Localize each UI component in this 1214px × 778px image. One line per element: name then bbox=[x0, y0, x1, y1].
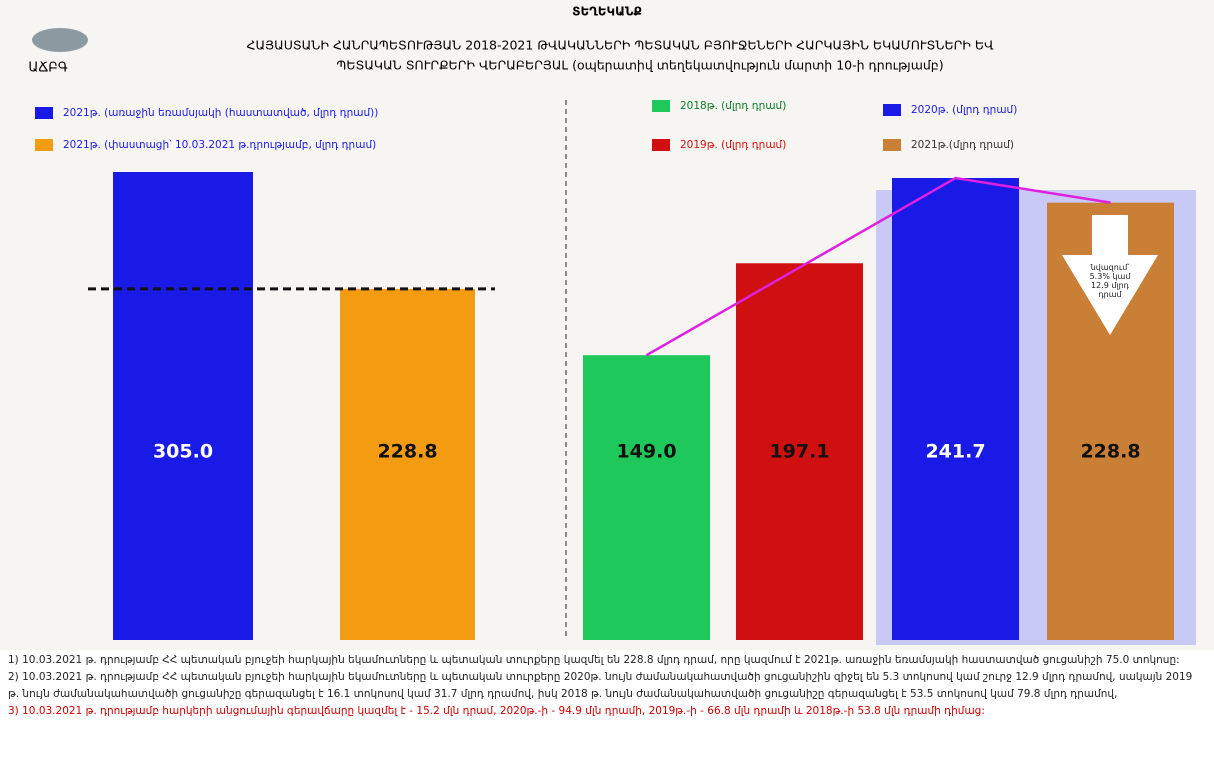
title: ՏԵՂԵԿԱՆՔ bbox=[572, 5, 642, 19]
legend-label: 2021թ. (առաջին եռամսյակի (հաստատված, մլր… bbox=[63, 107, 378, 119]
legend-swatch bbox=[883, 139, 901, 151]
logo-text: ԱՃԲԳ bbox=[28, 61, 67, 76]
bar bbox=[113, 172, 253, 640]
annotation-line: 5.3% կամ bbox=[1090, 272, 1132, 281]
bar bbox=[583, 355, 710, 640]
trend-line bbox=[645, 176, 1111, 357]
annotation: նվազում՝ 5.3% կամ 12.9 մլրդ դրամ bbox=[1090, 262, 1132, 299]
value-label: 305.0 bbox=[153, 441, 213, 463]
annotation-line: դրամ bbox=[1098, 290, 1122, 299]
value-label: 241.7 bbox=[925, 441, 985, 463]
legend-swatch bbox=[35, 139, 53, 151]
bar bbox=[892, 178, 1019, 640]
note: 3) 10.03.2021 թ. դրությամբ հարկերի անցու… bbox=[8, 705, 985, 717]
subtitle: ՊԵՏԱԿԱՆ ՏՈՒՐՔԵՐԻ ՎԵՐԱԲԵՐՅԱԼ (օպերատիվ տե… bbox=[336, 58, 943, 73]
value-label: 228.8 bbox=[1080, 441, 1140, 463]
note: 1) 10.03.2021 թ. դրությամբ ՀՀ պետական բյ… bbox=[8, 654, 1180, 666]
legend-swatch bbox=[652, 139, 670, 151]
bar bbox=[736, 263, 863, 640]
chart: ԱՃԲԳ ՏԵՂԵԿԱՆՔ ՀԱՅԱՍՏԱՆԻ ՀԱՆՐԱՊԵՏՈՒԹՅԱՆ 2… bbox=[0, 0, 1214, 650]
legend-swatch bbox=[652, 100, 670, 112]
legend-label: 2018թ. (մլրդ դրամ) bbox=[680, 100, 786, 112]
value-label: 197.1 bbox=[769, 441, 829, 463]
arrow bbox=[1062, 215, 1158, 335]
value-label: 228.8 bbox=[377, 441, 437, 463]
logo bbox=[32, 28, 88, 52]
legend-swatch bbox=[883, 104, 901, 116]
bar bbox=[340, 288, 475, 640]
subtitle: ՀԱՅԱՍՏԱՆԻ ՀԱՆՐԱՊԵՏՈՒԹՅԱՆ 2018-2021 ԹՎԱԿԱ… bbox=[247, 38, 995, 53]
legend-label: 2021թ. (փաստացի՝ 10.03.2021 թ.դրությամբ,… bbox=[63, 139, 376, 151]
value-label: 149.0 bbox=[616, 441, 676, 463]
annotation-line: 12.9 մլրդ bbox=[1091, 281, 1130, 290]
legend-swatch bbox=[35, 107, 53, 119]
note: 2) 10.03.2021 թ. դրությամբ ՀՀ պետական բյ… bbox=[8, 671, 1193, 700]
legend-label: 2020թ. (մլրդ դրամ) bbox=[911, 104, 1017, 116]
legend-label: 2019թ. (մլրդ դրամ) bbox=[680, 139, 786, 151]
annotation-line: նվազում՝ bbox=[1090, 262, 1130, 272]
notes: 1) 10.03.2021 թ. դրությամբ ՀՀ պետական բյ… bbox=[8, 652, 1206, 720]
legend-label: 2021թ.(մլրդ դրամ) bbox=[911, 139, 1014, 151]
